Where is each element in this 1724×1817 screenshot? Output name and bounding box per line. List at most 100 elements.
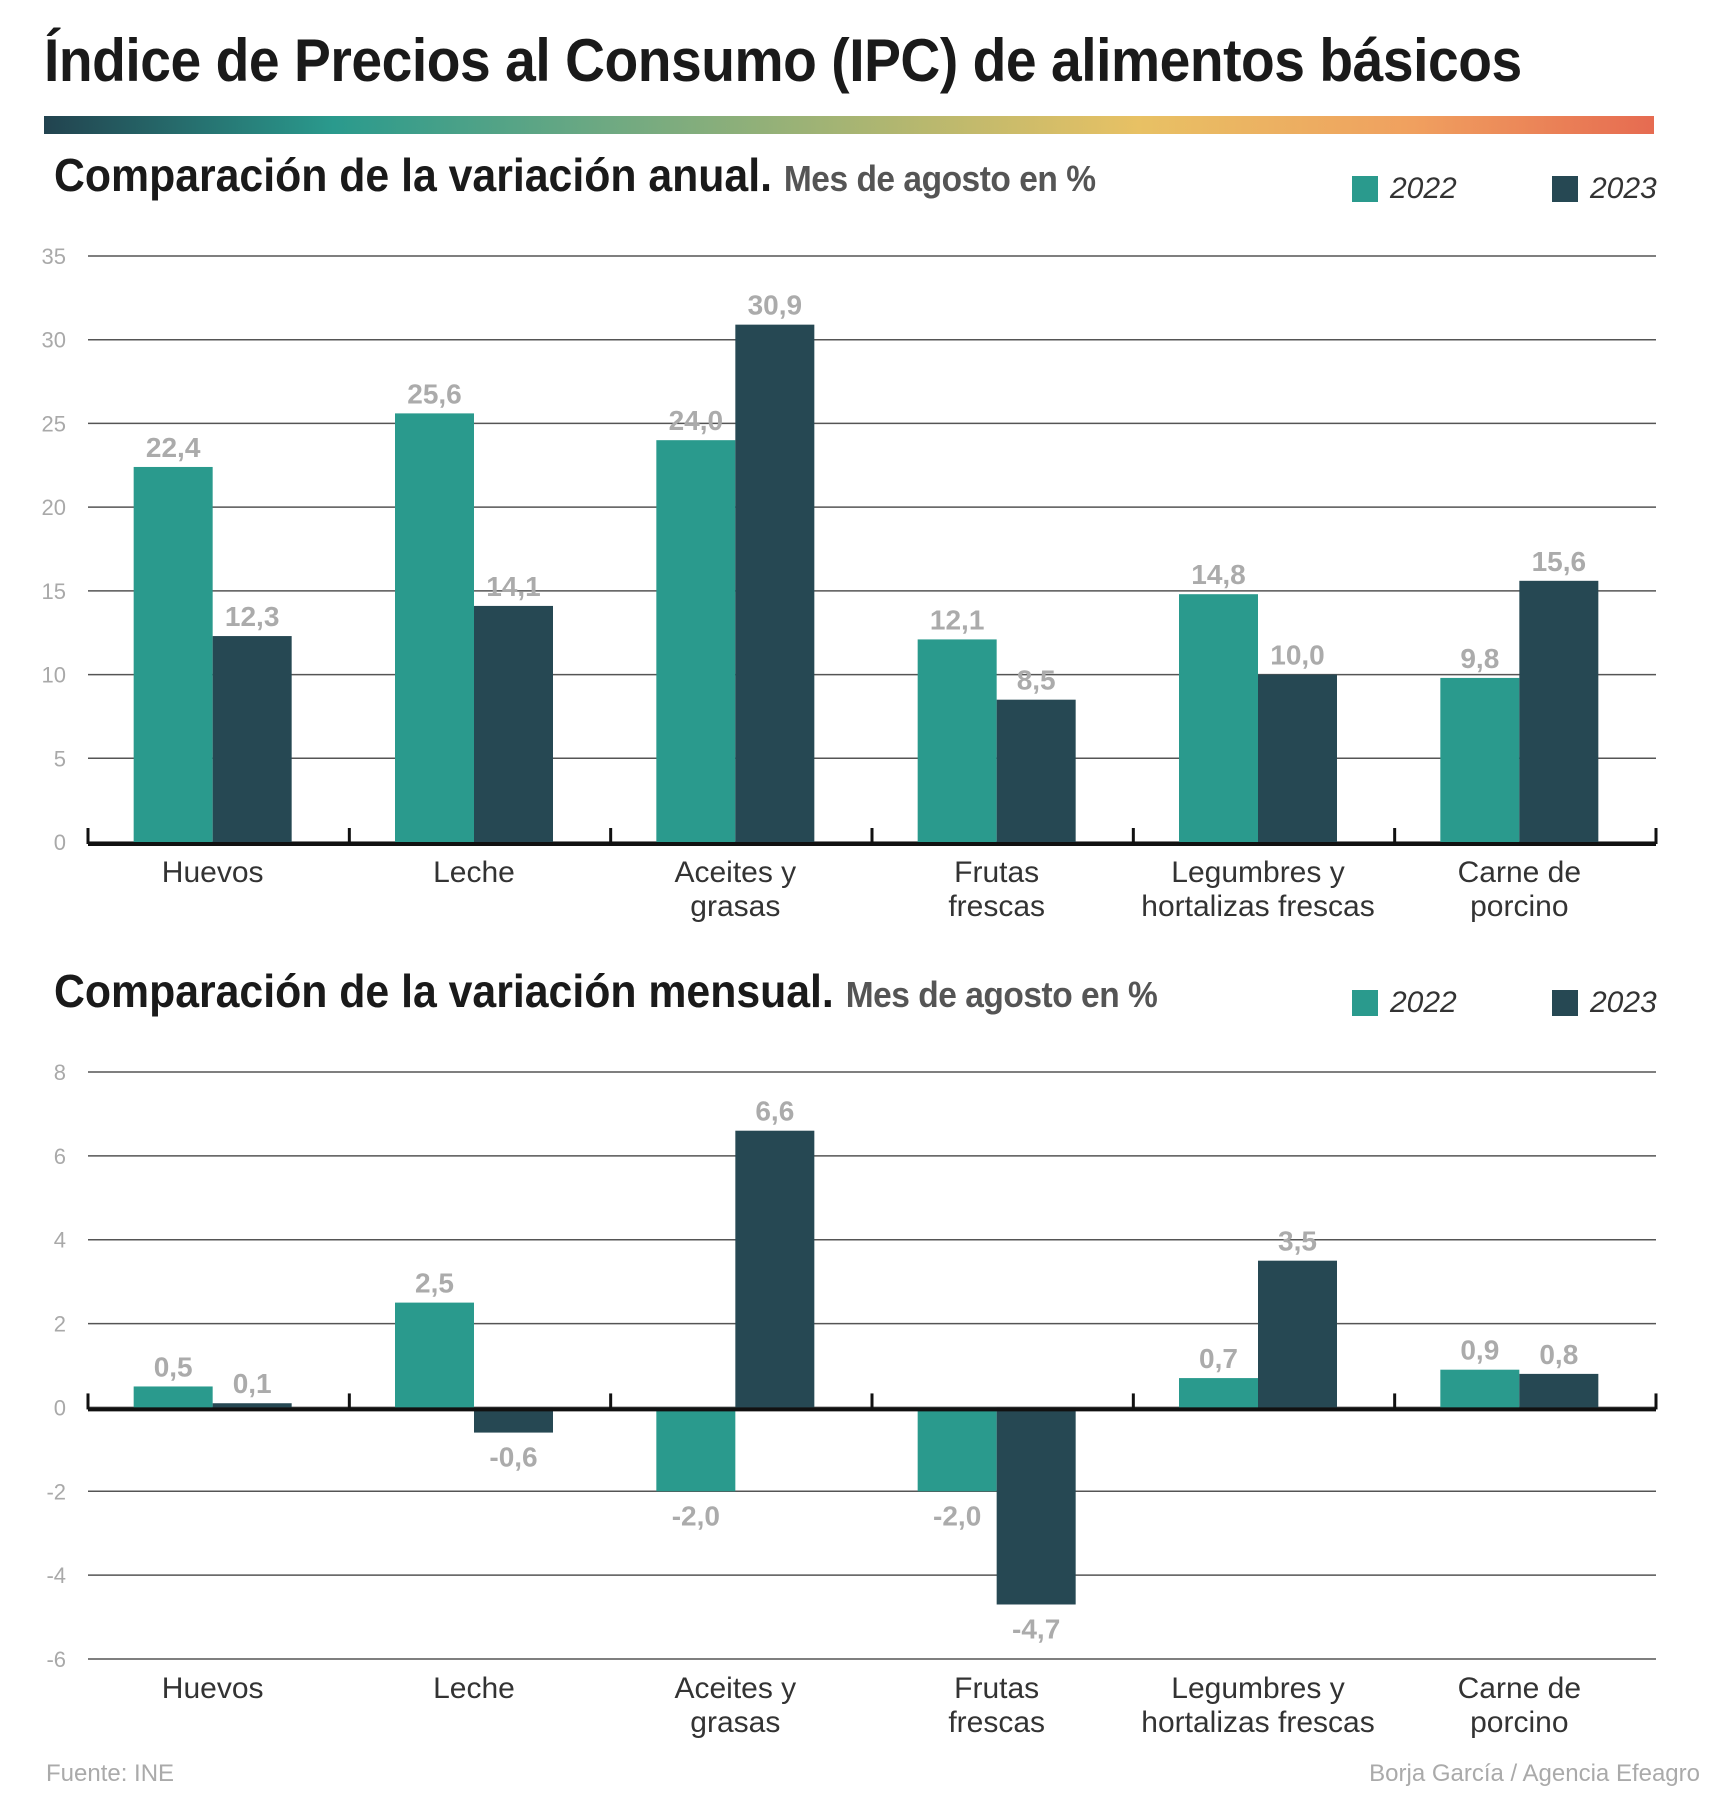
value-label: 14,8 [1191,559,1246,590]
y-tick-label: 5 [54,746,66,771]
legend-swatch-2022 [1352,176,1378,202]
category-label: Frutas [954,856,1039,889]
y-tick-label: 0 [54,1395,66,1420]
legend-label-2023: 2023 [1590,986,1657,1019]
bar-2023-3 [996,1407,1076,1605]
category-label: Leche [433,856,515,889]
value-label: 0,5 [154,1351,193,1382]
page-title: Índice de Precios al Consumo (IPC) de al… [44,27,1522,94]
y-tick-label: 15 [42,579,66,604]
bar-2023-1 [474,1407,553,1433]
value-label: -4,7 [1012,1613,1060,1644]
category-label: grasas [690,890,780,923]
value-label: 24,0 [669,405,724,436]
legend-swatch-2023 [1552,176,1578,202]
legend-label-2022: 2022 [1390,172,1457,205]
chart-annual-title-text: Comparación de la variación anual. [54,149,772,201]
y-tick-label: -2 [46,1479,66,1504]
value-label: 0,1 [233,1368,272,1399]
bar-2023-2 [735,1130,815,1408]
bar-2022-5 [1440,677,1520,842]
bar-2022-1 [395,413,474,842]
bar-2023-3 [996,699,1076,842]
category-label: Legumbres y [1171,856,1344,889]
legend-item-2023: 2023 [1552,172,1657,206]
legend-swatch-2022 [1352,990,1378,1016]
category-label: Carne de [1458,1672,1581,1705]
legend-swatch-2023 [1552,990,1578,1016]
category-label: porcino [1470,890,1568,923]
bar-2022-3 [917,639,997,842]
bar-2023-5 [1519,1373,1599,1408]
bar-2023-0 [212,1403,292,1408]
y-tick-label: 35 [42,244,66,269]
category-label: grasas [690,1706,780,1739]
bar-2022-2 [656,1407,736,1492]
bar-2022-0 [133,1386,213,1408]
value-label: 0,9 [1460,1335,1499,1366]
category-label: frescas [948,890,1045,923]
bar-2022-0 [133,466,213,842]
legend-label-2023: 2023 [1590,172,1657,205]
value-label: 22,4 [146,432,201,463]
value-label: -2,0 [672,1500,720,1531]
value-label: 30,9 [748,290,803,321]
credit-note: Borja García / Agencia Efeagro [1369,1760,1700,1787]
legend-label-2022: 2022 [1390,986,1457,1019]
source-note: Fuente: INE [46,1760,175,1787]
bar-2022-4 [1179,594,1258,842]
chart-annual-subtitle: Mes de agosto en % [783,158,1096,199]
bar-2023-4 [1258,674,1337,842]
chart-annual-title: Comparación de la variación anual. Mes d… [54,148,1096,202]
value-label: 0,8 [1539,1339,1578,1370]
y-tick-label: 0 [54,830,66,855]
value-label: 6,6 [755,1096,794,1127]
y-tick-label: 30 [42,328,66,353]
category-label: Leche [433,1672,515,1705]
category-label: hortalizas frescas [1141,890,1374,923]
bar-2023-5 [1519,580,1599,842]
value-label: -0,6 [489,1442,537,1473]
y-tick-label: -6 [46,1647,66,1672]
gridlines [88,1071,1656,1660]
category-label: hortalizas frescas [1141,1706,1374,1739]
value-label: 14,1 [486,571,541,602]
value-label: 10,0 [1270,640,1325,671]
bar-2023-0 [212,636,292,842]
category-label: porcino [1470,1706,1568,1739]
category-label: Aceites y [674,1672,796,1705]
value-label: 15,6 [1532,546,1587,577]
category-label: Carne de [1458,856,1581,889]
category-label: Huevos [162,856,264,889]
y-tick-label: 8 [54,1060,66,1085]
y-tick-label: 6 [54,1144,66,1169]
legend-item-2022: 2022 [1352,172,1457,206]
chart-monthly-title-text: Comparación de la variación mensual. [54,965,834,1017]
bar-2022-4 [1179,1378,1258,1408]
value-label: 8,5 [1017,665,1056,696]
y-tick-label: 2 [54,1312,66,1337]
value-label: 12,1 [930,604,985,635]
value-label: 9,8 [1460,643,1499,674]
category-label: Huevos [162,1672,264,1705]
value-label: 0,7 [1199,1343,1238,1374]
chart-monthly-title: Comparación de la variación mensual. Mes… [54,964,1158,1018]
chart-annual: 0 5 10 15 20 25 30 35 22,4 25,6 24,0 12,1 14,8 9,8 12,… [42,244,1658,923]
category-label: Legumbres y [1171,1672,1344,1705]
category-label: frescas [948,1706,1045,1739]
gradient-divider [44,116,1654,134]
bar-2022-1 [395,1302,474,1408]
y-tick-label: 10 [42,663,66,688]
bar-2022-2 [656,440,736,842]
bar-2022-5 [1440,1369,1520,1408]
value-label: 12,3 [225,601,280,632]
y-tick-label: -4 [46,1563,66,1588]
bar-2023-4 [1258,1260,1337,1408]
value-label: 3,5 [1278,1226,1317,1257]
chart-monthly-subtitle: Mes de agosto en % [845,974,1158,1015]
bar-2022-3 [917,1407,997,1492]
y-tick-label: 20 [42,495,66,520]
value-label: 25,6 [407,378,462,409]
category-label: Frutas [954,1672,1039,1705]
